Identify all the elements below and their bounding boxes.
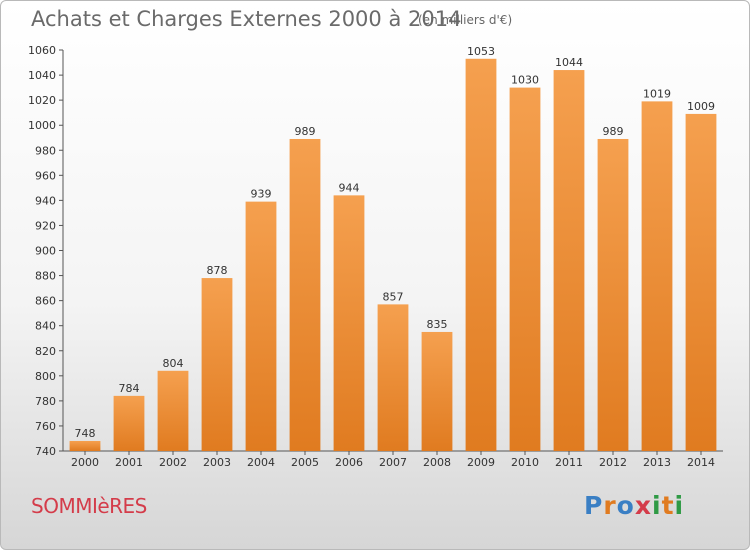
data-label: 784 (119, 382, 140, 395)
y-tick-label: 820 (35, 345, 56, 358)
x-tick-label: 2009 (467, 456, 495, 469)
logo-letter: i (674, 491, 685, 520)
data-label: 1044 (555, 56, 583, 69)
bar-2004 (245, 201, 277, 451)
data-label: 989 (295, 125, 316, 138)
x-tick-label: 2006 (335, 456, 363, 469)
data-label: 1019 (643, 87, 671, 100)
y-tick-label: 880 (35, 270, 56, 283)
bar-2003 (201, 278, 233, 451)
y-tick-label: 1040 (28, 69, 56, 82)
x-tick-label: 2011 (555, 456, 583, 469)
x-tick-label: 2003 (203, 456, 231, 469)
y-tick-label: 1060 (28, 44, 56, 57)
x-tick-label: 2012 (599, 456, 627, 469)
x-tick-label: 2013 (643, 456, 671, 469)
x-tick-label: 2004 (247, 456, 275, 469)
bar-2013 (641, 101, 673, 452)
chart-title: Achats et Charges Externes 2000 à 2014 (31, 7, 462, 31)
y-tick-label: 940 (35, 194, 56, 207)
bar-2005 (289, 138, 321, 452)
data-label: 939 (251, 188, 272, 201)
bar-2011 (553, 70, 585, 452)
y-tick-label: 760 (35, 420, 56, 433)
y-tick-label: 920 (35, 219, 56, 232)
y-tick-label: 800 (35, 370, 56, 383)
y-tick-label: 740 (35, 445, 56, 458)
data-label: 878 (207, 264, 228, 277)
bar-2000 (69, 440, 101, 451)
y-tick-label: 980 (35, 144, 56, 157)
data-label: 989 (603, 125, 624, 138)
bar-2002 (157, 370, 189, 451)
x-tick-label: 2008 (423, 456, 451, 469)
bar-2012 (597, 138, 629, 452)
y-tick-label: 1000 (28, 119, 56, 132)
x-tick-label: 2007 (379, 456, 407, 469)
y-tick-label: 840 (35, 320, 56, 333)
y-axis: 740 760 780 800 820 840 860 880 900 920 940 960 980 1… (28, 44, 64, 458)
logo-letter: i (652, 491, 662, 520)
data-label: 1053 (467, 45, 495, 58)
bar-2009 (465, 58, 497, 451)
data-label: 944 (339, 181, 360, 194)
chart-subtitle: (en milliers d'€) (418, 13, 513, 27)
city-name: SOMMIèRES (31, 494, 147, 518)
bar-2001 (113, 395, 145, 451)
bar-2014 (685, 113, 717, 452)
logo-letter: P (584, 491, 604, 520)
x-tick-label: 2014 (687, 456, 715, 469)
logo-letter: t (661, 491, 675, 520)
data-label: 857 (383, 290, 404, 303)
x-tick-label: 2001 (115, 456, 143, 469)
logo-letter: r (603, 491, 617, 520)
bar-2007 (377, 304, 409, 451)
y-tick-label: 780 (35, 395, 56, 408)
logo-letter: o (616, 491, 635, 520)
x-tick-label: 2002 (159, 456, 187, 469)
x-tick-label: 2005 (291, 456, 319, 469)
bar-2010 (509, 87, 541, 451)
y-tick-label: 860 (35, 295, 56, 308)
data-label: 1009 (687, 100, 715, 113)
bar-2006 (333, 195, 365, 451)
data-label: 835 (427, 318, 448, 331)
y-tick-label: 960 (35, 169, 56, 182)
logo-letter: x (634, 491, 652, 520)
x-tick-label: 2000 (71, 456, 99, 469)
data-label: 804 (163, 357, 184, 370)
data-label: 1030 (511, 74, 539, 87)
y-tick-label: 900 (35, 245, 56, 258)
bar-2008 (421, 331, 453, 451)
proxiti-logo: Proxiti (584, 491, 684, 520)
x-tick-label: 2010 (511, 456, 539, 469)
y-tick-label: 1020 (28, 94, 56, 107)
data-label: 748 (75, 427, 96, 440)
